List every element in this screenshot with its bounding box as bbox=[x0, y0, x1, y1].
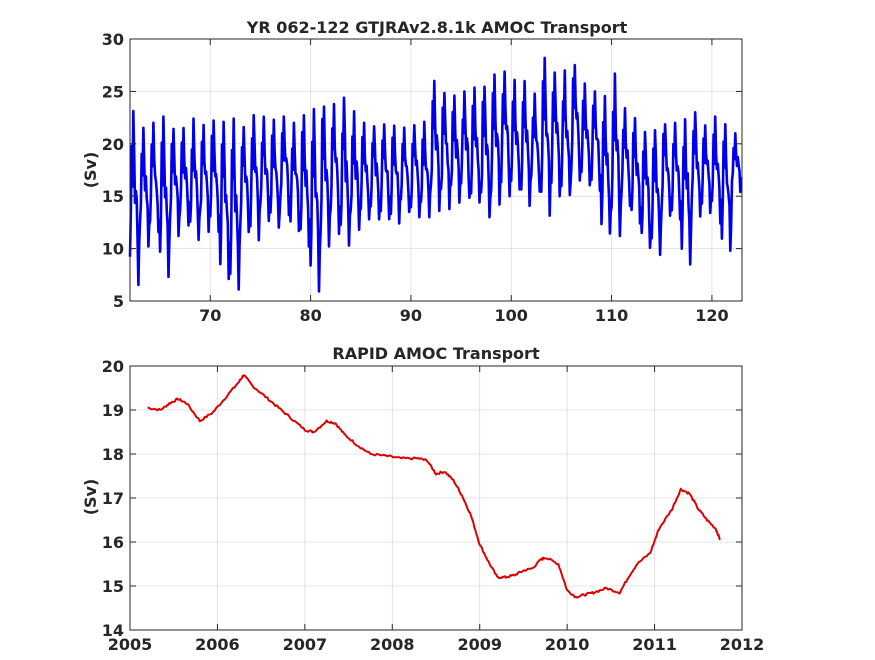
y-tick-label: 19 bbox=[102, 401, 124, 420]
x-tick-label: 110 bbox=[595, 306, 628, 325]
y-tick-label: 14 bbox=[102, 621, 124, 640]
chart-model-amoc: YR 062-122 GTJRAv2.8.1k AMOC Transport (… bbox=[81, 18, 743, 325]
y-tick-label: 18 bbox=[102, 445, 124, 464]
y-tick-label: 20 bbox=[102, 135, 124, 154]
chart-title: RAPID AMOC Transport bbox=[332, 344, 540, 363]
grid bbox=[129, 365, 743, 631]
x-tick-label: 70 bbox=[199, 306, 221, 325]
x-tick-label: 120 bbox=[695, 306, 728, 325]
series-path bbox=[128, 56, 743, 293]
x-tick-label: 2007 bbox=[283, 635, 328, 654]
x-tick-label: 2008 bbox=[370, 635, 415, 654]
chart-rapid-amoc: RAPID AMOC Transport (Sv) 2005 2006 2007 20… bbox=[81, 344, 764, 654]
series-path bbox=[147, 374, 721, 599]
x-tick-label: 2006 bbox=[195, 635, 240, 654]
axis-ticks: 2005 2006 2007 2008 2009 2010 2011 2012 14 15 16 17… bbox=[102, 357, 765, 654]
x-tick-label: 2011 bbox=[632, 635, 677, 654]
x-tick-label: 90 bbox=[400, 306, 422, 325]
y-tick-label: 15 bbox=[102, 187, 124, 206]
x-tick-label: 100 bbox=[495, 306, 528, 325]
x-tick-label: 2010 bbox=[545, 635, 590, 654]
y-tick-label: 20 bbox=[102, 357, 124, 376]
y-tick-label: 16 bbox=[102, 533, 124, 552]
axes-frame bbox=[129, 38, 743, 302]
chart-title: YR 062-122 GTJRAv2.8.1k AMOC Transport bbox=[246, 18, 628, 37]
x-tick-label: 2012 bbox=[720, 635, 765, 654]
x-tick-label: 2009 bbox=[457, 635, 502, 654]
y-tick-label: 30 bbox=[102, 30, 124, 49]
x-tick-label: 2005 bbox=[108, 635, 153, 654]
series-line bbox=[147, 374, 721, 599]
y-tick-label: 5 bbox=[113, 292, 124, 311]
y-tick-label: 25 bbox=[102, 82, 124, 101]
y-tick-label: 10 bbox=[102, 240, 124, 259]
axis-ticks: 70 80 90 100 110 120 5 10 15 20 25 30 bbox=[102, 30, 742, 325]
series-line bbox=[128, 56, 743, 293]
y-axis-label: (Sv) bbox=[81, 152, 100, 189]
y-tick-label: 17 bbox=[102, 489, 124, 508]
y-tick-label: 15 bbox=[102, 577, 124, 596]
y-axis-label: (Sv) bbox=[81, 479, 100, 516]
x-tick-label: 80 bbox=[299, 306, 321, 325]
